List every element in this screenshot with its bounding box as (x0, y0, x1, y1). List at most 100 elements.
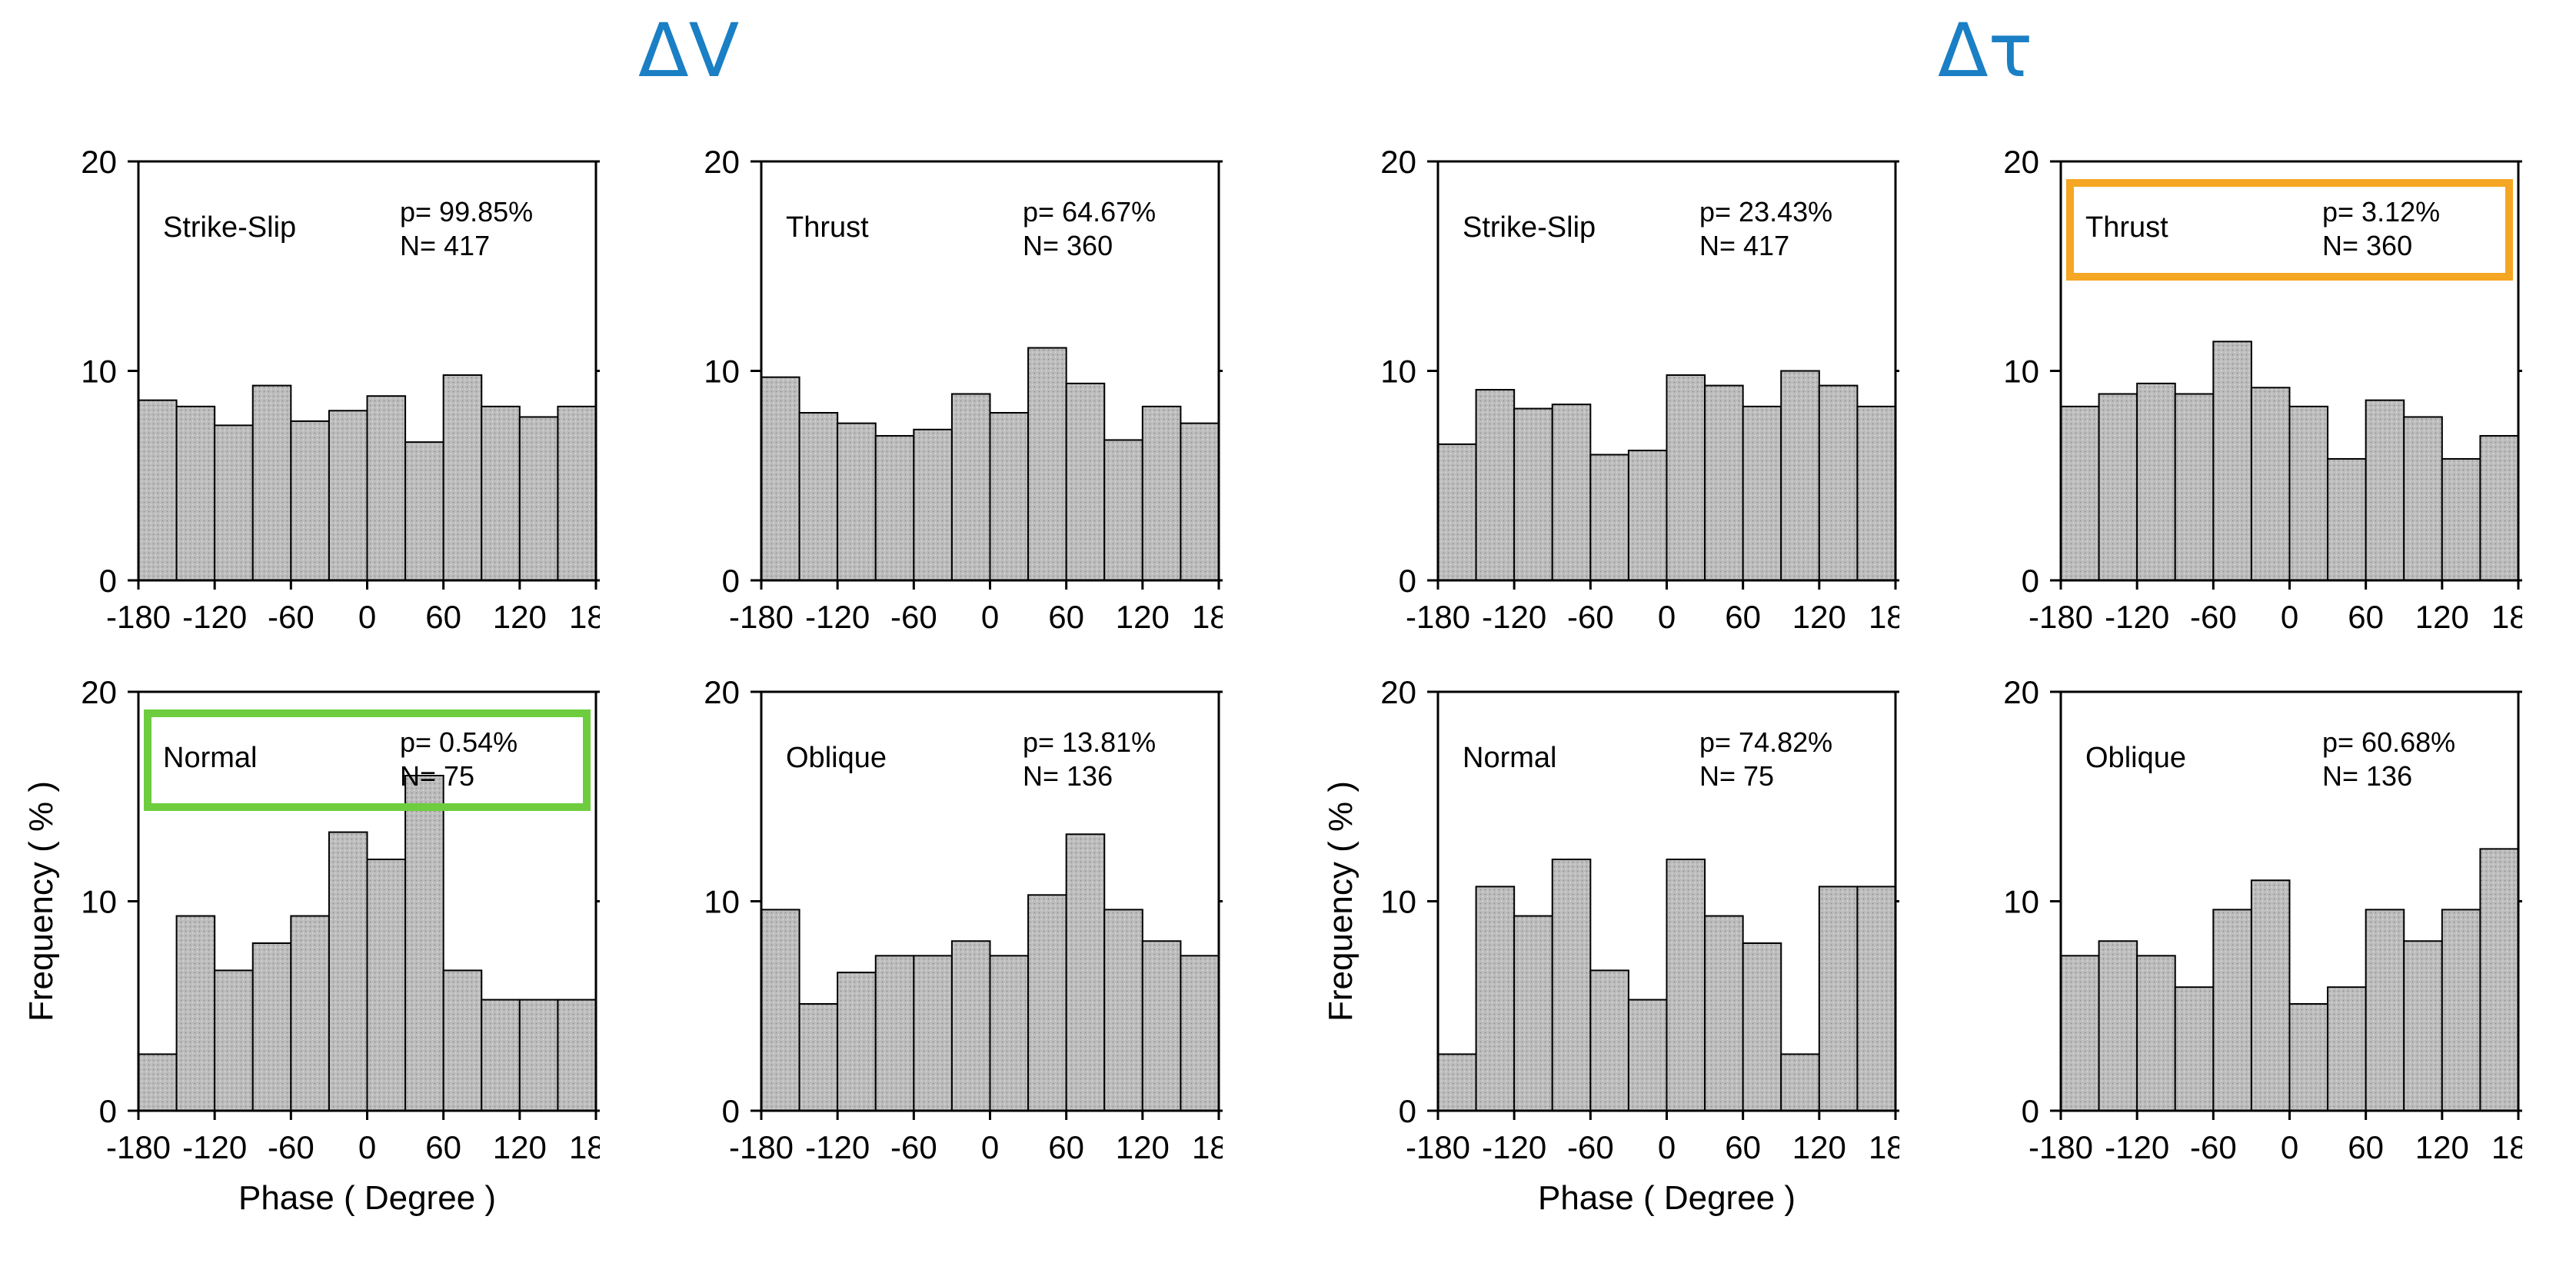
x-tick-label: -60 (890, 1129, 937, 1165)
x-tick-label: -60 (890, 599, 937, 635)
histogram-bar (913, 955, 953, 1112)
histogram-bar (1065, 833, 1106, 1112)
x-tick-label: 0 (2281, 599, 2298, 635)
mechanism-label: Strike-Slip (163, 211, 296, 244)
x-tick-label: 0 (358, 1129, 376, 1165)
chart-panel-dt-thrust: 0 10 20 -180 -120 -60 0 60 120 180 Thrust p= 3.12%N… (1922, 146, 2522, 746)
y-axis-label: Frequency ( % ) (22, 781, 60, 1022)
mechanism-label: Thrust (2085, 211, 2168, 244)
histogram-bar (1627, 450, 1668, 581)
chart-svg: 0 10 20 -180 -120 -60 0 60 120 180 Normal p= 0.54%N… (22, 676, 600, 1217)
x-axis-label: Phase ( Degree ) (1538, 1179, 1796, 1217)
x-tick-label: 60 (1725, 1129, 1761, 1165)
chart-svg: 0 10 20 -180 -120 -60 0 60 120 180 Oblique p= 13.81… (704, 676, 1223, 1165)
x-tick-label: 60 (1725, 599, 1761, 635)
histogram-bar (1027, 894, 1067, 1112)
x-tick-label: 180 (569, 1129, 600, 1165)
histogram-bar (1627, 999, 1668, 1112)
chart-panel-dt-oblique: 0 10 20 -180 -120 -60 0 60 120 180 Oblique p= 60.68… (1922, 676, 2522, 1276)
x-tick-label: -60 (2190, 1129, 2237, 1165)
n-count-label: N= 417 (400, 230, 490, 261)
histogram-bar (328, 831, 368, 1112)
y-tick-label: 10 (2003, 884, 2039, 920)
histogram-bar (760, 376, 800, 581)
chart-svg: 0 10 20 -180 -120 -60 0 60 120 180 Oblique p= 60.68… (2003, 676, 2522, 1165)
chart-panel-dv-thrust: 0 10 20 -180 -120 -60 0 60 120 180 Thrust p= 64.67%… (623, 146, 1223, 746)
histogram-bar (2441, 457, 2481, 582)
histogram-bar (2365, 399, 2405, 581)
delta-tau-title: Δτ (1938, 8, 2033, 94)
histogram-bar (1475, 389, 1516, 581)
histogram-bar (950, 940, 991, 1112)
x-tick-label: -120 (182, 599, 247, 635)
x-tick-label: 180 (1192, 599, 1223, 635)
y-tick-label: 20 (81, 676, 117, 710)
n-count-label: N= 417 (1699, 230, 1789, 261)
p-value-label: p= 13.81% (1023, 726, 1156, 758)
y-tick-label: 0 (2022, 563, 2039, 599)
p-value-label: p= 74.82% (1699, 726, 1832, 758)
histogram-bar (2212, 909, 2252, 1112)
y-axis-label: Frequency ( % ) (1322, 781, 1360, 1022)
histogram-bar (2403, 940, 2443, 1112)
histogram-bar (175, 915, 216, 1112)
histogram-bar (1437, 443, 1477, 581)
histogram-bar (1513, 915, 1553, 1112)
histogram-bar (2403, 416, 2443, 582)
histogram-bar (837, 422, 877, 581)
x-tick-label: 60 (2348, 599, 2384, 635)
x-tick-label: -120 (2105, 1129, 2169, 1165)
n-count-label: N= 75 (400, 760, 474, 792)
x-tick-label: 0 (1658, 1129, 1676, 1165)
y-tick-label: 20 (704, 146, 740, 180)
histogram-bar (2174, 986, 2215, 1112)
histogram-bar (175, 405, 216, 582)
chart-panel-dv-normal: 0 10 20 -180 -120 -60 0 60 120 180 Normal p= 0.54%N… (0, 676, 600, 1276)
n-count-label: N= 360 (1023, 230, 1113, 261)
x-tick-label: -120 (1482, 599, 1546, 635)
x-tick-label: -120 (1482, 1129, 1546, 1165)
x-tick-label: 0 (981, 599, 999, 635)
histogram-bar (1742, 942, 1782, 1112)
x-tick-label: 120 (493, 599, 547, 635)
histogram-bar (2250, 879, 2291, 1112)
y-tick-label: 10 (1380, 884, 1416, 920)
histogram-bar (1856, 886, 1897, 1112)
x-tick-label: -120 (182, 1129, 247, 1165)
x-tick-label: -60 (1567, 1129, 1614, 1165)
p-value-label: p= 64.67% (1023, 196, 1156, 228)
chart-svg: 0 10 20 -180 -120 -60 0 60 120 180 Strike-Slip p= 2… (1380, 146, 1899, 635)
histogram-bar (798, 412, 839, 581)
histogram-bar (481, 999, 521, 1112)
chart-svg: 0 10 20 -180 -120 -60 0 60 120 180 Strike-Slip p= 9… (81, 146, 600, 635)
mechanism-label: Oblique (786, 742, 887, 774)
histogram-bar (328, 410, 368, 581)
chart-panel-dv-strike-slip: 0 10 20 -180 -120 -60 0 60 120 180 Strike-Slip p= 9… (0, 146, 600, 746)
histogram-bar (518, 999, 559, 1112)
histogram-bar (442, 374, 483, 581)
histogram-bar (1437, 1053, 1477, 1112)
x-tick-label: 120 (1792, 599, 1846, 635)
histogram-bar (1666, 374, 1706, 581)
x-tick-label: 120 (2415, 599, 2469, 635)
y-tick-label: 10 (81, 354, 117, 390)
histogram-bar (1742, 405, 1782, 582)
p-value-label: p= 99.85% (400, 196, 533, 228)
y-tick-label: 0 (1399, 563, 1416, 599)
p-value-label: p= 23.43% (1699, 196, 1832, 228)
histogram-bar (2136, 382, 2176, 581)
x-tick-label: -180 (1406, 1129, 1470, 1165)
y-tick-label: 10 (704, 354, 740, 390)
histogram-bar (290, 420, 330, 581)
mechanism-label: Oblique (2085, 742, 2186, 774)
histogram-bar (760, 909, 800, 1112)
n-count-label: N= 136 (2322, 760, 2412, 792)
histogram-bar (2098, 940, 2138, 1112)
histogram-bar (913, 428, 953, 581)
histogram-bar (1551, 859, 1592, 1112)
y-tick-label: 10 (1380, 354, 1416, 390)
histogram-bar (214, 424, 254, 581)
histogram-bar (366, 395, 407, 582)
x-tick-label: 0 (358, 599, 376, 635)
histogram-bar (2441, 909, 2481, 1112)
